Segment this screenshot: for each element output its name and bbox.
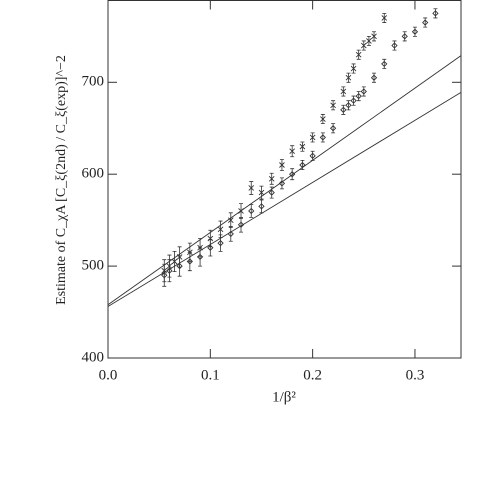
x-tick-label: 0.1	[201, 367, 220, 383]
y-tick-label: 600	[82, 166, 105, 182]
data-point	[237, 221, 245, 228]
data-point	[355, 92, 362, 100]
data-point	[196, 253, 204, 261]
data-point	[360, 42, 367, 49]
y-tick-label: 500	[82, 258, 105, 274]
error-bar	[228, 226, 233, 242]
y-tick-label: 700	[82, 74, 105, 90]
data-point	[355, 51, 362, 58]
data-point	[340, 88, 347, 95]
data-point	[278, 180, 286, 187]
data-point	[268, 175, 275, 182]
error-bar	[269, 186, 274, 199]
data-point	[289, 148, 295, 155]
data-point	[227, 217, 234, 223]
data-point	[411, 28, 419, 35]
data-point	[381, 15, 388, 21]
error-bar	[392, 40, 397, 51]
error-bar	[412, 26, 417, 37]
error-bar	[218, 234, 223, 252]
fit-line	[107, 92, 462, 307]
data-point	[207, 235, 214, 242]
error-bar	[372, 72, 377, 83]
data-point	[330, 102, 336, 109]
error-bar	[239, 216, 244, 233]
error-bar	[198, 247, 203, 267]
error-bar	[423, 17, 428, 28]
data-point	[258, 189, 265, 196]
data-point	[340, 106, 347, 114]
data-point	[381, 60, 388, 68]
data-point	[350, 97, 357, 104]
error-bar	[351, 95, 356, 106]
data-point	[350, 65, 357, 72]
data-point	[217, 226, 224, 233]
y-tick-label: 400	[82, 349, 105, 365]
error-bar	[259, 199, 264, 214]
data-point	[309, 134, 316, 141]
fit-line	[107, 55, 462, 306]
data-point	[345, 74, 352, 81]
data-point	[401, 33, 408, 40]
x-tick-label: 0.3	[406, 367, 425, 383]
error-bar	[249, 204, 254, 218]
error-bar	[290, 168, 295, 181]
data-point	[248, 185, 255, 191]
error-bar	[361, 86, 366, 97]
data-point	[258, 203, 265, 210]
error-bar	[279, 177, 284, 190]
error-bar	[331, 123, 336, 134]
error-bar	[382, 58, 387, 69]
error-bar	[320, 132, 325, 143]
data-point	[186, 258, 193, 265]
data-point	[299, 143, 306, 150]
error-bar	[187, 251, 192, 272]
error-bar	[346, 100, 351, 111]
data-point	[320, 116, 326, 122]
data-point	[227, 230, 234, 238]
data-point	[371, 33, 377, 40]
error-bar	[402, 31, 407, 42]
data-point	[161, 272, 168, 279]
error-bar	[356, 91, 361, 102]
data-point	[248, 207, 255, 215]
data-point	[345, 102, 352, 109]
error-bar	[208, 239, 213, 257]
data-point	[299, 161, 306, 169]
y-axis-label: Estimate of C_χA [C_ξ(2nd) / C_ξ(exp)]^−…	[54, 55, 69, 305]
error-bar	[433, 8, 438, 19]
data-point	[176, 262, 183, 270]
data-point	[360, 88, 367, 95]
data-point	[279, 162, 285, 168]
data-point	[289, 171, 296, 178]
x-axis-label: 1/β²	[272, 389, 296, 405]
data-point	[391, 42, 398, 49]
data-point	[366, 38, 372, 44]
data-point	[207, 244, 214, 251]
data-point	[370, 74, 378, 81]
data-point	[432, 10, 439, 17]
data-point	[217, 239, 224, 247]
x-tick-label: 0.0	[99, 367, 118, 383]
error-bar	[167, 259, 172, 283]
data-point	[268, 189, 275, 196]
error-bar	[177, 255, 182, 277]
error-bar	[162, 263, 167, 287]
data-point	[166, 267, 173, 274]
plot-frame	[107, 0, 462, 359]
data-point	[238, 208, 244, 214]
data-point	[329, 125, 337, 132]
data-point	[319, 134, 327, 141]
x-tick-label: 0.2	[303, 367, 322, 383]
data-point	[422, 19, 429, 26]
data-point	[171, 258, 178, 265]
error-bar	[341, 104, 346, 115]
data-point	[309, 152, 316, 159]
